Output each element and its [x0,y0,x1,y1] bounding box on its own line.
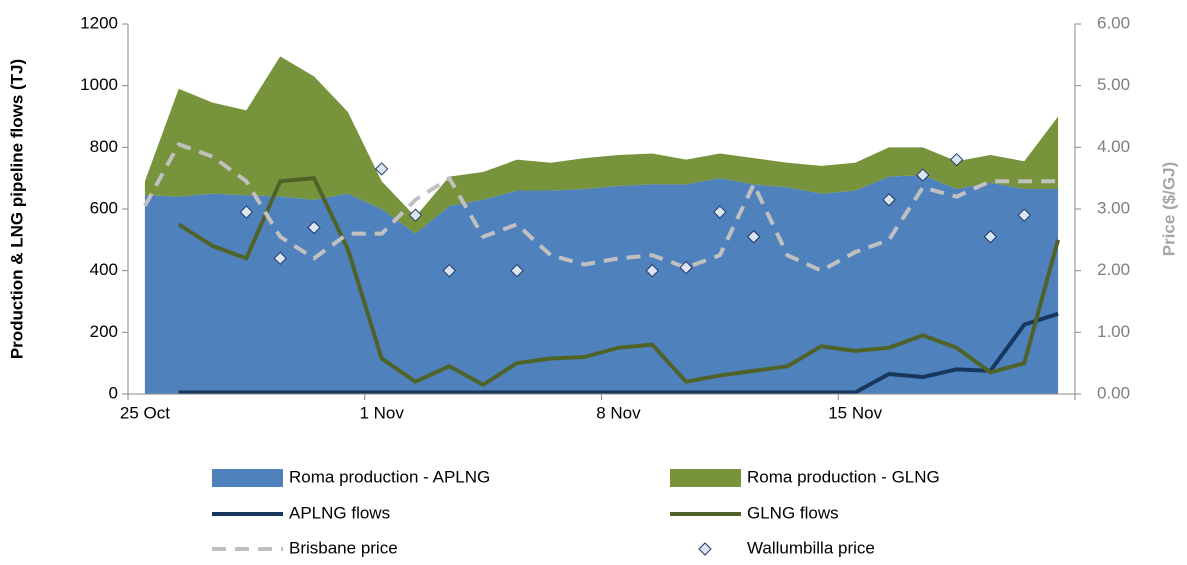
x-tick-label: 8 Nov [596,403,641,422]
y-axis-label: Production & LNG pipeline flows (TJ) [7,59,26,359]
legend-swatch [698,542,712,556]
y-tick-label: 0 [109,383,118,402]
y2-tick-label: 6.00 [1097,13,1130,32]
diamond-marker [442,263,457,278]
y2-tick-label: 4.00 [1097,137,1130,156]
y-tick-label: 1000 [80,75,118,94]
diamond-marker [374,162,389,176]
legend-label: Roma production - GLNG [747,467,940,486]
diamond-marker [882,193,896,207]
legend-label: GLNG flows [747,503,839,522]
diamond-marker [510,263,524,278]
dashed-line [143,142,1059,273]
diamond-marker [949,152,964,167]
diamond-marker [746,230,761,244]
y-tick-label: 400 [90,260,118,279]
y2-tick-label: 3.00 [1097,198,1130,217]
area [144,175,1059,394]
diamond-marker [713,205,727,219]
line [178,311,1059,395]
y2-tick-label: 5.00 [1097,75,1130,94]
diamond-marker [983,230,998,244]
y2-tick-label: 1.00 [1097,322,1130,341]
diamond-marker [273,251,287,266]
x-tick-label: 1 Nov [359,403,404,422]
x-tick-label: 15 Nov [828,403,882,422]
y-tick-label: 800 [90,137,118,156]
y2-axis-label: Price ($/GJ) [1159,162,1178,257]
y2-tick-label: 2.00 [1097,260,1130,279]
diamond-marker [916,168,930,182]
diamond-marker [239,205,254,219]
y-tick-label: 1200 [80,13,118,32]
diamond-marker [408,208,423,222]
diamond-marker [645,263,659,278]
diamond-marker [679,260,693,275]
legend-label: Brisbane price [289,538,398,557]
diamond-marker [307,220,321,235]
legend-label: Wallumbilla price [747,538,875,557]
legend-swatch [670,469,741,487]
area [144,56,1059,234]
y-tick-label: 200 [90,322,118,341]
diamond-marker [1017,208,1031,222]
y-tick-label: 600 [90,198,118,217]
y2-tick-label: 0.00 [1097,383,1130,402]
line [177,176,1061,387]
legend-swatch [212,469,283,487]
legend-label: APLNG flows [289,503,390,522]
x-tick-label: 25 Oct [120,403,170,422]
legend-label: Roma production - APLNG [289,467,490,486]
